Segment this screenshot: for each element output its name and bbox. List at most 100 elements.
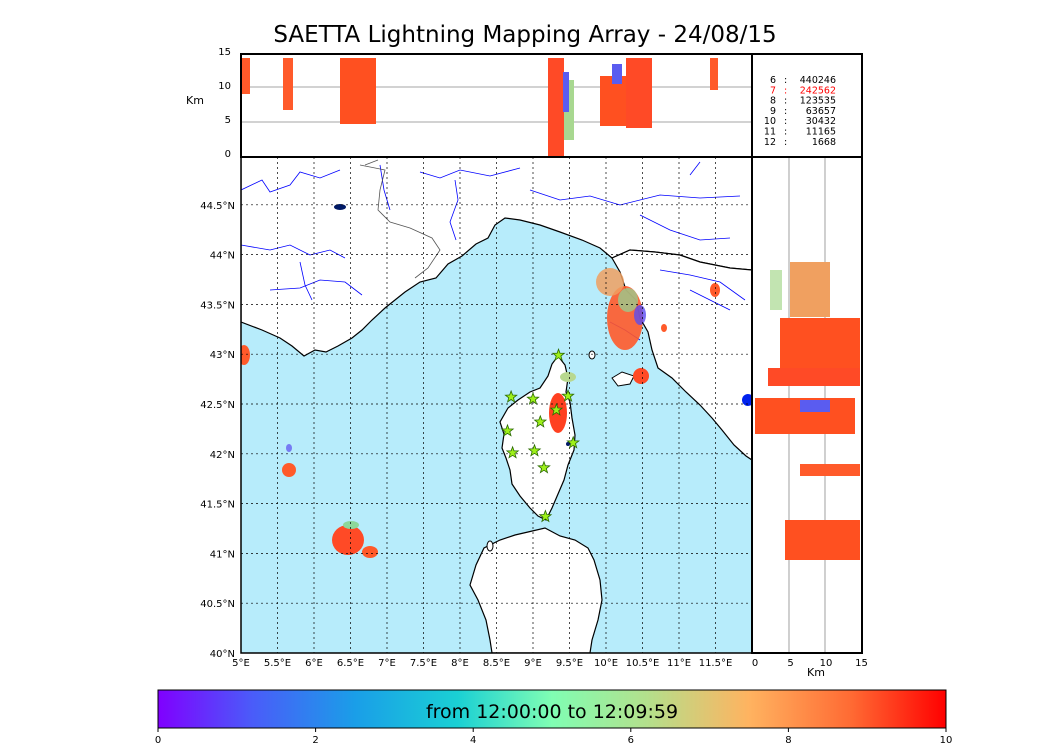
station-count-row: 11: 11165 xyxy=(764,127,836,138)
lat-tick-label: 42°N xyxy=(210,450,235,461)
lon-tick-label: 5°E xyxy=(232,658,250,669)
lon-tick-label: 7°E xyxy=(378,658,396,669)
svg-text::: : xyxy=(784,127,787,138)
station-star xyxy=(537,460,551,474)
lon-tick-label: 6°E xyxy=(305,658,323,669)
lat-tick-label: 40°N xyxy=(210,649,235,660)
lake xyxy=(566,442,570,446)
svg-text::: : xyxy=(784,106,787,117)
svg-text::: : xyxy=(784,75,787,86)
rivers xyxy=(241,161,746,341)
colorbar-tick-label: 8 xyxy=(785,735,791,746)
borders xyxy=(359,159,441,279)
altitude-tick-label: 15 xyxy=(218,47,231,58)
lon-tick-label: 11.5°E xyxy=(699,658,733,669)
svg-text:11165: 11165 xyxy=(806,127,836,138)
station-star xyxy=(505,445,520,459)
top-panel xyxy=(240,53,753,158)
svg-text:1668: 1668 xyxy=(812,137,836,148)
map-gridlines xyxy=(241,157,752,653)
svg-text::: : xyxy=(784,137,787,148)
lon-tick-label: 11°E xyxy=(667,658,691,669)
lon-tick-label: 9.5°E xyxy=(556,658,583,669)
lon-tick-label: 7.5°E xyxy=(410,658,437,669)
elba xyxy=(611,371,635,387)
lat-tick-label: 44°N xyxy=(210,251,235,262)
svg-text:7: 7 xyxy=(770,85,776,96)
station-star xyxy=(561,388,575,402)
station-count-row: 6: 440246 xyxy=(770,75,836,86)
station-count-row: 9: 63657 xyxy=(770,106,836,117)
side-panel-xlabel: Km xyxy=(807,666,825,679)
lon-tick-label: 9°E xyxy=(524,658,542,669)
svg-text:12: 12 xyxy=(764,137,776,148)
colorbar-tick-label: 4 xyxy=(470,735,476,746)
station-star xyxy=(526,391,540,405)
colorbar xyxy=(157,689,947,729)
station-counts: 6:4402467:2425628:1235359:6365710:304321… xyxy=(764,75,836,148)
station-count-row: 8: 123535 xyxy=(770,96,836,107)
lma-stations xyxy=(500,348,581,523)
lat-tick-label: 41.5°N xyxy=(200,500,235,511)
asinara xyxy=(486,540,494,552)
map-panel xyxy=(241,157,752,653)
side-altitude-tick-label: 10 xyxy=(820,658,833,669)
svg-text::: : xyxy=(784,85,787,96)
altitude-tick-label: 0 xyxy=(225,149,231,160)
top-panel-ylabel: Km xyxy=(186,94,204,107)
lon-tick-label: 5.5°E xyxy=(264,658,291,669)
svg-text:10: 10 xyxy=(764,116,776,127)
station-count-row: 7: 242562 xyxy=(770,85,836,96)
capraia xyxy=(588,350,596,360)
svg-text:11: 11 xyxy=(764,127,776,138)
svg-text::: : xyxy=(784,116,787,127)
axes: 5°E 5.5°E 6°E 6.5°E 7°E 7.5°E 8°E 8.5°E 9°E 9.5°E… xyxy=(186,47,868,679)
colorbar-label: from 12:00:00 to 12:09:59 xyxy=(425,701,679,723)
svg-text:63657: 63657 xyxy=(806,106,836,117)
lat-tick-label: 40.5°N xyxy=(200,599,235,610)
station-star xyxy=(533,414,548,428)
colorbar-tick-label: 0 xyxy=(155,735,161,746)
lon-tick-label: 10°E xyxy=(594,658,618,669)
station-count-row: 10: 30432 xyxy=(764,116,836,127)
colorbar-ticks: 0 2 4 6 8 10 xyxy=(155,728,953,746)
station-star xyxy=(504,389,518,403)
station-star xyxy=(549,402,564,416)
lat-tick-label: 43.5°N xyxy=(200,300,235,311)
svg-text:242562: 242562 xyxy=(800,85,836,96)
side-panel xyxy=(751,156,863,654)
figure-title: SAETTA Lightning Mapping Array - 24/08/1… xyxy=(273,22,777,48)
counts-box xyxy=(751,53,863,158)
lightning-sources-map xyxy=(241,268,752,558)
lon-tick-label: 6.5°E xyxy=(337,658,364,669)
lon-tick-label: 8.5°E xyxy=(483,658,510,669)
svg-text:123535: 123535 xyxy=(800,96,836,107)
side-altitude-tick-label: 0 xyxy=(752,658,758,669)
lon-tick-label: 10.5°E xyxy=(626,658,660,669)
station-star xyxy=(551,348,566,362)
svg-text:440246: 440246 xyxy=(800,75,836,86)
altitude-tick-label: 10 xyxy=(218,81,231,92)
lat-tick-label: 43°N xyxy=(210,350,235,361)
side-altitude-tick-label: 15 xyxy=(855,658,868,669)
svg-text:30432: 30432 xyxy=(806,116,836,127)
lake xyxy=(334,204,346,210)
station-count-row: 12: 1668 xyxy=(764,137,836,148)
station-star xyxy=(500,423,515,437)
station-star xyxy=(566,435,581,449)
svg-text::: : xyxy=(784,96,787,107)
lon-tick-label: 8°E xyxy=(451,658,469,669)
colorbar-tick-label: 2 xyxy=(312,735,318,746)
side-altitude-tick-label: 5 xyxy=(787,658,793,669)
svg-text:8: 8 xyxy=(770,96,776,107)
svg-text:6: 6 xyxy=(770,75,776,86)
colorbar-tick-label: 6 xyxy=(628,735,634,746)
altitude-tick-label: 5 xyxy=(225,115,231,126)
lat-tick-label: 42.5°N xyxy=(200,400,235,411)
station-star xyxy=(527,443,542,457)
station-star xyxy=(538,509,553,523)
svg-text:9: 9 xyxy=(770,106,776,117)
colorbar-tick-label: 10 xyxy=(940,735,953,746)
lat-tick-label: 44.5°N xyxy=(200,201,235,212)
